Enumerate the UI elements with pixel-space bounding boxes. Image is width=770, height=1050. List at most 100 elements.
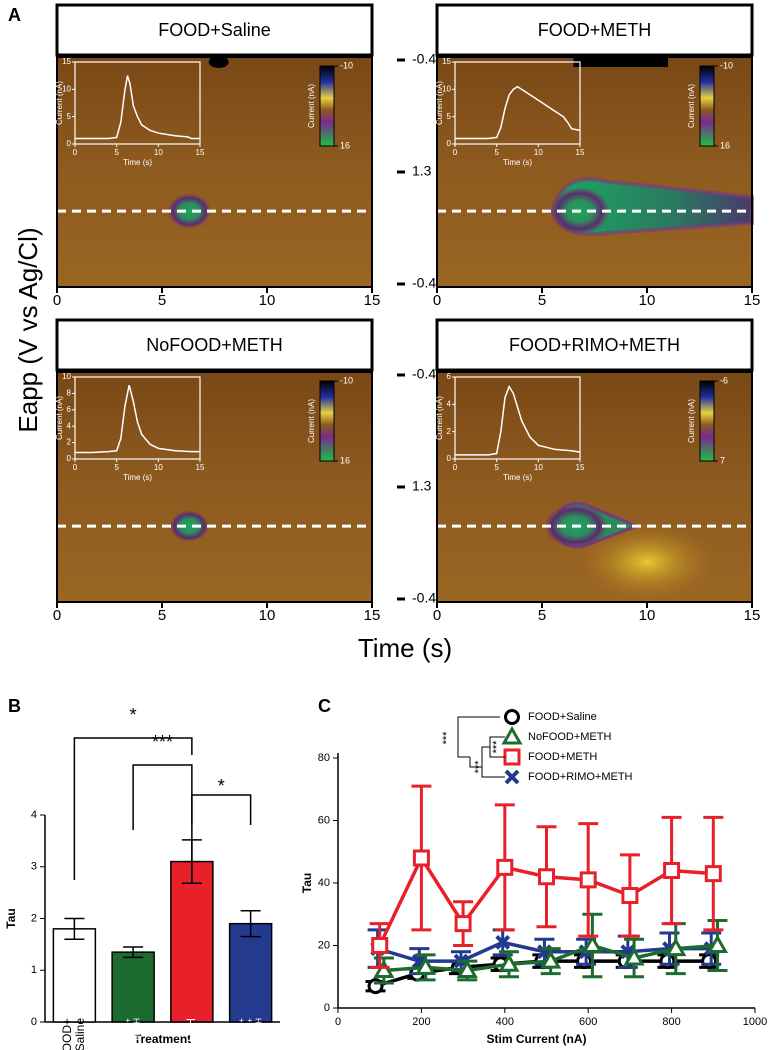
marker: [581, 934, 603, 953]
marker: [704, 865, 722, 883]
x-axis-label: Stim Current (nA): [487, 1032, 587, 1046]
inset-y-tick-label: 0: [67, 139, 72, 148]
panel-label: B: [8, 696, 21, 716]
legend-marker: [504, 709, 520, 725]
panel-title: NoFOOD+METH: [146, 335, 283, 355]
marker: [538, 868, 555, 886]
inset-y-tick-label: 2: [67, 438, 72, 447]
x-tick-label: 800: [662, 1016, 680, 1028]
inset-x-tick-label: 15: [196, 463, 205, 472]
marker: [414, 956, 437, 975]
significance-label: ***: [473, 760, 485, 774]
y-tick-label: 1.3: [412, 478, 432, 494]
significance-label: ***: [152, 732, 173, 752]
x-tick-label: 15: [744, 607, 761, 624]
inset-y-tick-label: 6: [67, 405, 72, 414]
colorbar-tick-label: -6: [720, 375, 728, 385]
panel-title: FOOD+METH: [538, 20, 652, 40]
colorbar-tick-label: 16: [340, 140, 350, 150]
y-axis-label: Tau: [300, 873, 314, 893]
marker: [540, 950, 562, 969]
title-box: [55, 3, 374, 57]
marker: [412, 849, 430, 867]
inset-frame: [454, 61, 581, 145]
y-tick-label: -0.4: [412, 275, 436, 291]
color-region: [167, 193, 212, 230]
x-tick-label: 15: [364, 607, 381, 624]
x-tick-label: 10: [259, 292, 276, 309]
inset-y-tick-label: 2: [447, 427, 452, 436]
inset-x-tick-label: 15: [576, 148, 585, 157]
x-tick-label: 5: [158, 292, 166, 309]
legend-marker: [503, 748, 521, 766]
inset-y-tick-label: 15: [62, 57, 71, 66]
x-tick-label: 10: [259, 607, 276, 624]
y-tick-label: 3: [31, 861, 37, 873]
colorbar-label: Current (nA): [307, 399, 316, 443]
inset-x-tick-label: 15: [576, 463, 585, 472]
inset-x-label: Time (s): [503, 473, 532, 482]
x-axis-label: Time (s): [358, 633, 452, 663]
marker: [495, 934, 511, 950]
y-tick-label: 1: [31, 964, 37, 976]
inset-y-label: Current (nA): [435, 396, 444, 440]
inset-x-tick-label: 10: [534, 148, 543, 157]
x-tick-label: 5: [538, 607, 546, 624]
bar-label: FOOD+Saline: [60, 1018, 87, 1050]
inset-x-tick-label: 0: [73, 463, 78, 472]
inset-x-tick-label: 10: [154, 148, 163, 157]
bar: [111, 951, 155, 1023]
y-tick-label: 2: [31, 912, 37, 924]
y-tick-label: -0.4: [412, 366, 436, 382]
panel-title: FOOD+RIMO+METH: [509, 335, 680, 355]
y-tick-label: -0.4: [412, 51, 436, 67]
colorbar-tick-label: 16: [720, 140, 730, 150]
colorbar: [319, 380, 335, 462]
inset-frame: [74, 376, 201, 460]
significance-label: ***: [441, 731, 453, 745]
color-region: [577, 522, 717, 602]
legend-label: FOOD+Saline: [528, 711, 597, 723]
plot-frame: [56, 371, 373, 603]
colorbar-tick-label: 16: [340, 455, 350, 465]
significance-bracket: [132, 764, 193, 830]
y-axis-label: Eapp (V vs Ag/Cl): [13, 227, 43, 432]
significance-bracket: [73, 737, 193, 880]
inset-y-tick-label: 4: [67, 421, 72, 430]
x-tick-label: 0: [53, 292, 61, 309]
marker: [623, 946, 645, 966]
significance-bracket: [191, 794, 252, 880]
title-box: [435, 318, 754, 372]
x-tick-label: 600: [579, 1016, 597, 1028]
x-tick-label: 5: [158, 607, 166, 624]
y-tick-label: 4: [31, 809, 37, 821]
marker: [665, 937, 687, 957]
inset-x-tick-label: 10: [534, 463, 543, 472]
colorbar-label: Current (nA): [687, 399, 696, 443]
inset-frame: [74, 61, 201, 145]
inset-x-tick-label: 0: [453, 463, 458, 472]
inset-y-tick-label: 10: [62, 372, 71, 381]
marker: [579, 871, 597, 889]
y-axis-label: Tau: [4, 908, 18, 928]
legend-label: NoFOOD+METH: [528, 731, 611, 743]
panel-label: C: [318, 696, 331, 716]
inset-trace: [75, 75, 200, 140]
y-tick-label: 0: [31, 1016, 37, 1028]
inset-y-label: Current (nA): [55, 81, 64, 125]
x-tick-label: 0: [53, 607, 61, 624]
significance-bracket: [457, 716, 505, 778]
significance-label: ***: [491, 740, 503, 754]
colorbar-tick-label: -10: [340, 60, 353, 70]
x-tick-label: 10: [639, 607, 656, 624]
marker: [456, 959, 478, 978]
legend-label: FOOD+METH: [528, 751, 597, 763]
color-region: [208, 56, 229, 68]
legend-marker: [504, 769, 520, 785]
inset-x-tick-label: 15: [196, 148, 205, 157]
y-tick-label: 80: [318, 752, 330, 764]
y-tick-label: -0.4: [412, 590, 436, 606]
plot-frame: [436, 371, 753, 603]
bar: [170, 860, 214, 1023]
